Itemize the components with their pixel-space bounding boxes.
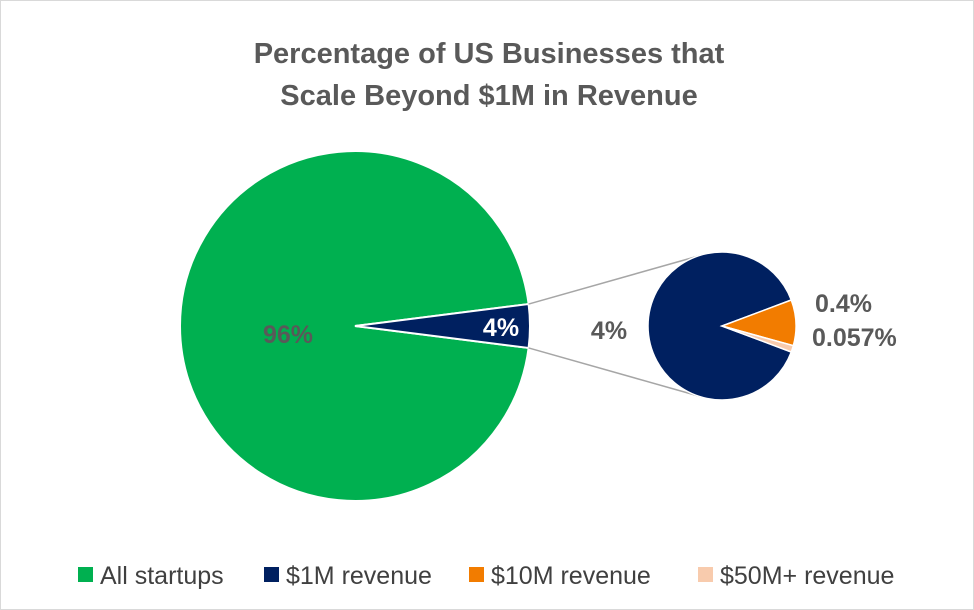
legend-item-50m-revenue: $50M+ revenue <box>698 562 894 590</box>
legend: All startups $1M revenue $10M revenue $5… <box>78 562 894 590</box>
connector-line-top <box>528 254 703 305</box>
legend-label-50m-revenue: $50M+ revenue <box>720 562 894 590</box>
secondary-slice-50m-revenue <box>721 325 795 353</box>
slice-label-all-startups: 96% <box>263 321 313 349</box>
slice-label-50m: 0.057% <box>812 324 897 352</box>
main-slice-1m-revenue <box>354 302 531 350</box>
legend-label-1m-revenue: $1M revenue <box>286 562 432 590</box>
main-slice-all-startups <box>179 150 530 502</box>
slice-label-10m: 0.4% <box>815 290 872 318</box>
secondary-slice-1m-revenue <box>647 251 793 401</box>
legend-item-1m-revenue: $1M revenue <box>264 562 432 590</box>
chart-title-line-2: Scale Beyond $1M in Revenue <box>280 80 697 112</box>
legend-item-10m-revenue: $10M revenue <box>469 562 651 590</box>
legend-swatch-1m-revenue <box>264 567 279 582</box>
slice-label-1m-main: 4% <box>483 314 519 342</box>
main-pie <box>179 150 531 502</box>
legend-swatch-10m-revenue <box>469 567 484 582</box>
chart-title-line-1: Percentage of US Businesses that <box>254 38 725 70</box>
legend-item-all-startups: All startups <box>78 562 224 590</box>
legend-swatch-50m-revenue <box>698 567 713 582</box>
secondary-total-label: 4% <box>591 317 627 345</box>
legend-label-all-startups: All startups <box>100 562 224 590</box>
secondary-pie <box>647 251 797 401</box>
legend-label-10m-revenue: $10M revenue <box>491 562 651 590</box>
pie-connectors <box>528 254 703 398</box>
legend-swatch-all-startups <box>78 567 93 582</box>
connector-line-bottom <box>528 347 703 398</box>
